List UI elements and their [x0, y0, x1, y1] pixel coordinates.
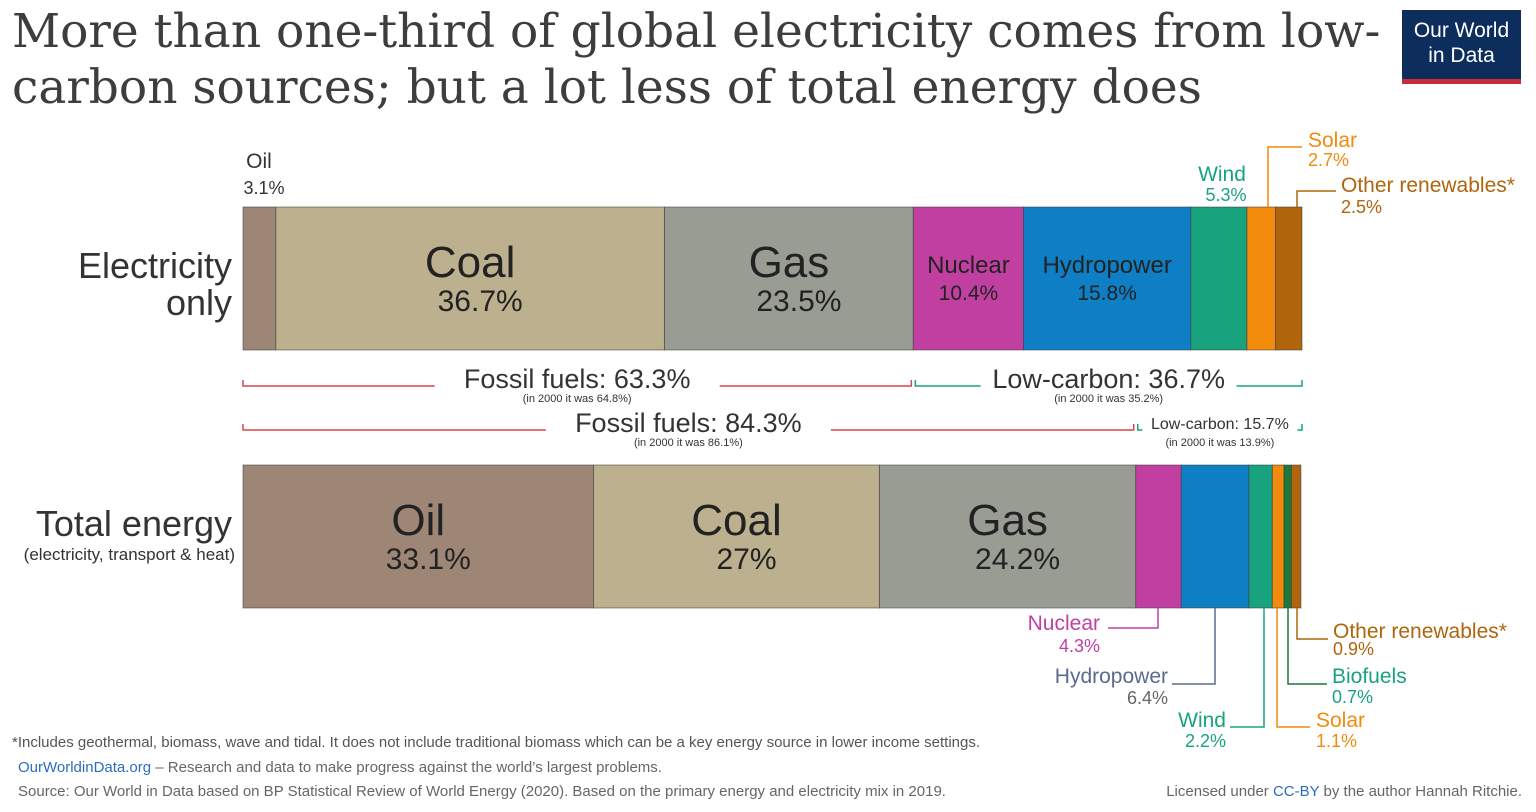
segment-value-1-hydropower: 15.8% [1077, 282, 1137, 305]
bar-segment-1-other-renewables [1275, 206, 1303, 351]
outside-value-1-solar: 2.7% [1308, 150, 1349, 170]
outside-value-2-hydropower: 6.4% [1127, 688, 1168, 708]
bar-segment-2-other-renewables [1290, 464, 1302, 609]
source-note: Source: Our World in Data based on BP St… [18, 783, 946, 800]
outside-value-1-wind: 5.3% [1205, 185, 1246, 205]
leader-line-2-nuclear [1108, 608, 1159, 629]
segment-value-1-nuclear: 10.4% [939, 282, 999, 305]
bar-segment-1-solar [1246, 206, 1277, 351]
owid-logo[interactable]: Our World in Data [1402, 10, 1521, 84]
group-label-1-2: Low-carbon: 36.7% [992, 364, 1225, 394]
segment-name-1-coal: Coal [425, 238, 516, 287]
bar-segment-2-solar [1271, 464, 1285, 609]
outside-value-2-nuclear: 4.3% [1059, 636, 1100, 656]
category-label-1: Electricity [78, 245, 232, 286]
leader-line-2-hydropower [1172, 608, 1216, 685]
outside-name-1-wind: Wind [1198, 163, 1246, 186]
bar-segment-1-oil [242, 206, 277, 351]
bar-segment-1-wind [1190, 206, 1248, 351]
group-note-2-2: (in 2000 it was 13.9%) [1165, 437, 1274, 449]
bracket-left-2-1 [242, 424, 546, 431]
leader-line-1-solar [1267, 146, 1302, 207]
license-suffix: by the author Hannah Ritchie. [1319, 783, 1522, 800]
license-link[interactable]: CC-BY [1272, 783, 1320, 800]
bracket-right-1-1 [719, 380, 913, 387]
bar-segment-2-biofuels [1283, 464, 1292, 609]
bar-segment-2-oil [242, 464, 595, 609]
footnote: *Includes geothermal, biomass, wave and … [12, 734, 981, 751]
outside-name-1-other-renewables: Other renewables* [1341, 174, 1515, 197]
segment-name-1-gas: Gas [749, 238, 830, 287]
outside-value-1-other-renewables: 2.5% [1341, 197, 1382, 217]
segment-name-2-oil: Oil [391, 496, 445, 545]
site-line: OurWorldinData.org – Research and data t… [18, 759, 662, 776]
outside-name-2-solar: Solar [1316, 709, 1365, 732]
bracket-left-2-2 [1136, 424, 1143, 431]
site-tagline: – Research and data to make progress aga… [151, 759, 662, 776]
bar-segment-2-gas [878, 464, 1137, 609]
logo-line-2: in Data [1428, 44, 1495, 67]
bracket-right-2-2 [1297, 424, 1303, 431]
outside-name-1-oil: Oil [246, 150, 272, 173]
chart-title: More than one-third of global electricit… [12, 4, 1381, 115]
category-label-1-line2: only [166, 282, 232, 323]
outside-name-2-biofuels: Biofuels [1332, 665, 1407, 688]
leader-line-2-wind [1230, 608, 1265, 728]
segment-name-2-gas: Gas [967, 496, 1048, 545]
license-line: Licensed under CC-BY by the author Hanna… [1166, 783, 1522, 800]
category-sublabel-2: (electricity, transport & heat) [24, 545, 235, 564]
group-label-2-2: Low-carbon: 15.7% [1151, 416, 1289, 433]
segment-value-2-oil: 33.1% [386, 543, 471, 576]
leader-line-2-solar [1276, 608, 1310, 728]
group-note-2-1: (in 2000 it was 86.1%) [634, 437, 743, 449]
bracket-right-1-2 [1236, 380, 1303, 387]
segment-value-2-gas: 24.2% [975, 543, 1060, 576]
bar-segment-1-gas [663, 206, 914, 351]
segment-name-2-coal: Coal [691, 496, 782, 545]
segment-value-1-gas: 23.5% [756, 285, 841, 318]
group-label-2-1: Fossil fuels: 84.3% [575, 408, 802, 438]
bracket-left-1-2 [914, 380, 981, 387]
license-prefix: Licensed under [1166, 783, 1273, 800]
group-note-1-2: (in 2000 it was 35.2%) [1054, 393, 1163, 405]
leader-line-2-biofuels [1287, 608, 1327, 685]
bar-segment-1-coal [275, 206, 665, 351]
segment-value-1-coal: 36.7% [438, 285, 523, 318]
outside-name-2-other-renewables: Other renewables* [1333, 620, 1507, 643]
logo-line-1: Our World [1413, 19, 1510, 42]
category-label-2: Total energy [36, 503, 232, 544]
site-link[interactable]: OurWorldinData.org [18, 759, 152, 776]
outside-value-2-wind: 2.2% [1185, 731, 1226, 751]
segment-name-1-hydropower: Hydropower [1042, 252, 1171, 279]
bar-segment-1-nuclear [912, 206, 1024, 351]
outside-name-1-solar: Solar [1308, 129, 1357, 152]
outside-name-2-nuclear: Nuclear [1028, 612, 1100, 635]
outside-value-2-biofuels: 0.7% [1332, 687, 1373, 707]
bracket-left-1-1 [242, 380, 435, 387]
group-label-1-1: Fossil fuels: 63.3% [464, 364, 691, 394]
bar-segment-2-wind [1248, 464, 1273, 609]
leader-line-1-other-renewables [1296, 190, 1336, 207]
outside-value-1-oil: 3.1% [243, 178, 284, 198]
segment-name-1-nuclear: Nuclear [927, 252, 1010, 279]
bracket-right-2-1 [830, 424, 1135, 431]
outside-value-2-solar: 1.1% [1316, 731, 1357, 751]
outside-value-2-other-renewables: 0.9% [1333, 639, 1374, 659]
outside-name-2-wind: Wind [1178, 709, 1226, 732]
segment-value-2-coal: 27% [716, 543, 776, 576]
group-note-1-1: (in 2000 it was 64.8%) [523, 393, 632, 405]
bar-segment-2-hydropower [1180, 464, 1250, 609]
leader-line-2-other-renewables [1296, 608, 1328, 640]
outside-name-2-hydropower: Hydropower [1055, 665, 1168, 688]
bar-segment-2-nuclear [1135, 464, 1182, 609]
bar-segment-1-hydropower [1022, 206, 1192, 351]
